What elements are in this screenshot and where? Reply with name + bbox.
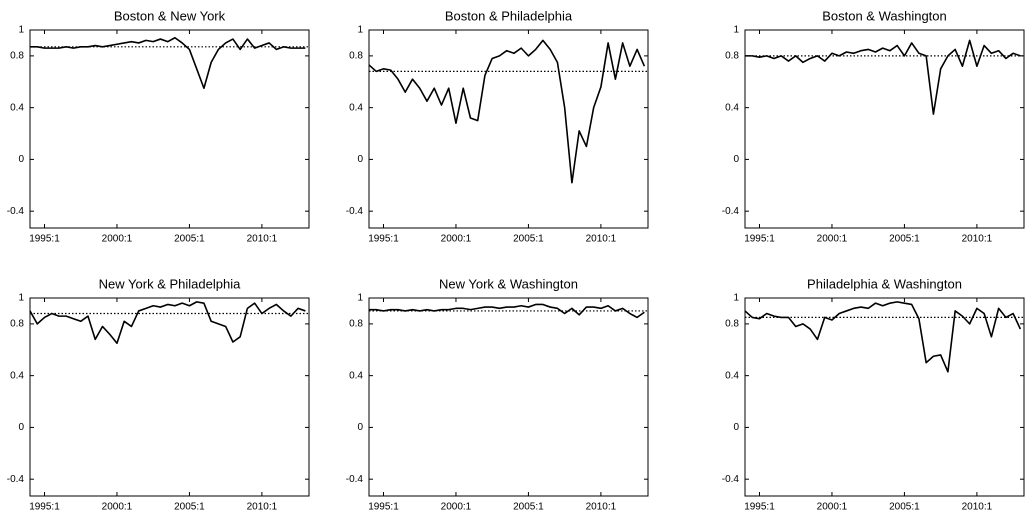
- y-tick-label: 1: [733, 25, 739, 36]
- series-line: [368, 39, 646, 184]
- series-line: [30, 36, 306, 90]
- y-tick-label: 0: [357, 422, 363, 433]
- x-tick-label: 2000:1: [817, 502, 848, 513]
- series-line: [745, 39, 1021, 115]
- y-tick-label: 0: [733, 154, 739, 165]
- x-tick-label: 2005:1: [513, 234, 544, 245]
- x-tick-label: 2005:1: [889, 234, 920, 245]
- y-tick-label: 1: [357, 25, 363, 36]
- y-tick-label: -0.4: [346, 474, 364, 485]
- plot-frame: [29, 29, 310, 229]
- y-tick-label: 0.4: [725, 370, 739, 381]
- series-line: [29, 301, 306, 345]
- plot-frame: [744, 29, 1025, 229]
- y-tick-label: 0.8: [725, 51, 739, 62]
- plot-frame: [29, 297, 310, 497]
- y-tick-label: 0: [733, 422, 739, 433]
- x-tick-label: 2000:1: [441, 502, 472, 513]
- x-tick-label: 2005:1: [889, 502, 920, 513]
- x-tick-label: 2000:1: [441, 234, 472, 245]
- y-tick-label: 1: [357, 293, 363, 304]
- x-tick-label: 2005:1: [174, 502, 205, 513]
- y-tick-label: 0.4: [349, 102, 363, 113]
- x-tick-label: 2010:1: [586, 502, 617, 513]
- y-tick-label: 0.8: [10, 51, 24, 62]
- panel-title: Boston & Philadelphia: [445, 8, 573, 23]
- panel-title: New York & Washington: [439, 276, 578, 291]
- plot-frame: [368, 297, 649, 497]
- x-tick-label: 2010:1: [962, 234, 993, 245]
- y-tick-label: 1: [18, 293, 24, 304]
- y-tick-label: 0: [18, 422, 24, 433]
- x-tick-label: 2000:1: [102, 234, 133, 245]
- y-tick-label: 0.8: [10, 319, 24, 330]
- x-tick-label: 2000:1: [102, 502, 133, 513]
- plot-frame: [744, 297, 1025, 497]
- x-tick-label: 1995:1: [29, 502, 60, 513]
- x-tick-label: 1995:1: [368, 502, 399, 513]
- series-line: [744, 301, 1022, 373]
- y-tick-label: 1: [18, 25, 24, 36]
- y-tick-label: -0.4: [7, 474, 25, 485]
- y-tick-label: -0.4: [722, 474, 740, 485]
- x-tick-label: 2010:1: [586, 234, 617, 245]
- x-tick-label: 2010:1: [962, 502, 993, 513]
- y-tick-label: 0.4: [725, 102, 739, 113]
- x-tick-label: 2005:1: [513, 502, 544, 513]
- panel-title: Boston & Washington: [822, 8, 947, 23]
- x-tick-label: 1995:1: [29, 234, 60, 245]
- x-tick-label: 2010:1: [247, 234, 278, 245]
- y-tick-label: 0.8: [349, 319, 363, 330]
- y-tick-label: 0: [357, 154, 363, 165]
- y-tick-label: 0.4: [349, 370, 363, 381]
- plot-frame: [368, 29, 649, 229]
- y-tick-label: 1: [733, 293, 739, 304]
- y-tick-label: 0.4: [10, 102, 24, 113]
- panel-title: New York & Philadelphia: [99, 276, 241, 291]
- x-tick-label: 2010:1: [247, 502, 278, 513]
- y-tick-label: -0.4: [7, 206, 25, 217]
- y-tick-label: 0: [18, 154, 24, 165]
- y-tick-label: -0.4: [722, 206, 740, 217]
- x-tick-label: 1995:1: [744, 502, 775, 513]
- series-line: [369, 303, 645, 319]
- x-tick-label: 2000:1: [817, 234, 848, 245]
- panel-title: Philadelphia & Washington: [807, 276, 962, 291]
- y-tick-label: 0.8: [349, 51, 363, 62]
- y-tick-label: 0.8: [725, 319, 739, 330]
- panel-title: Boston & New York: [114, 8, 226, 23]
- y-tick-label: -0.4: [346, 206, 364, 217]
- x-tick-label: 1995:1: [368, 234, 399, 245]
- x-tick-label: 2005:1: [174, 234, 205, 245]
- x-tick-label: 1995:1: [744, 234, 775, 245]
- y-tick-label: 0.4: [10, 370, 24, 381]
